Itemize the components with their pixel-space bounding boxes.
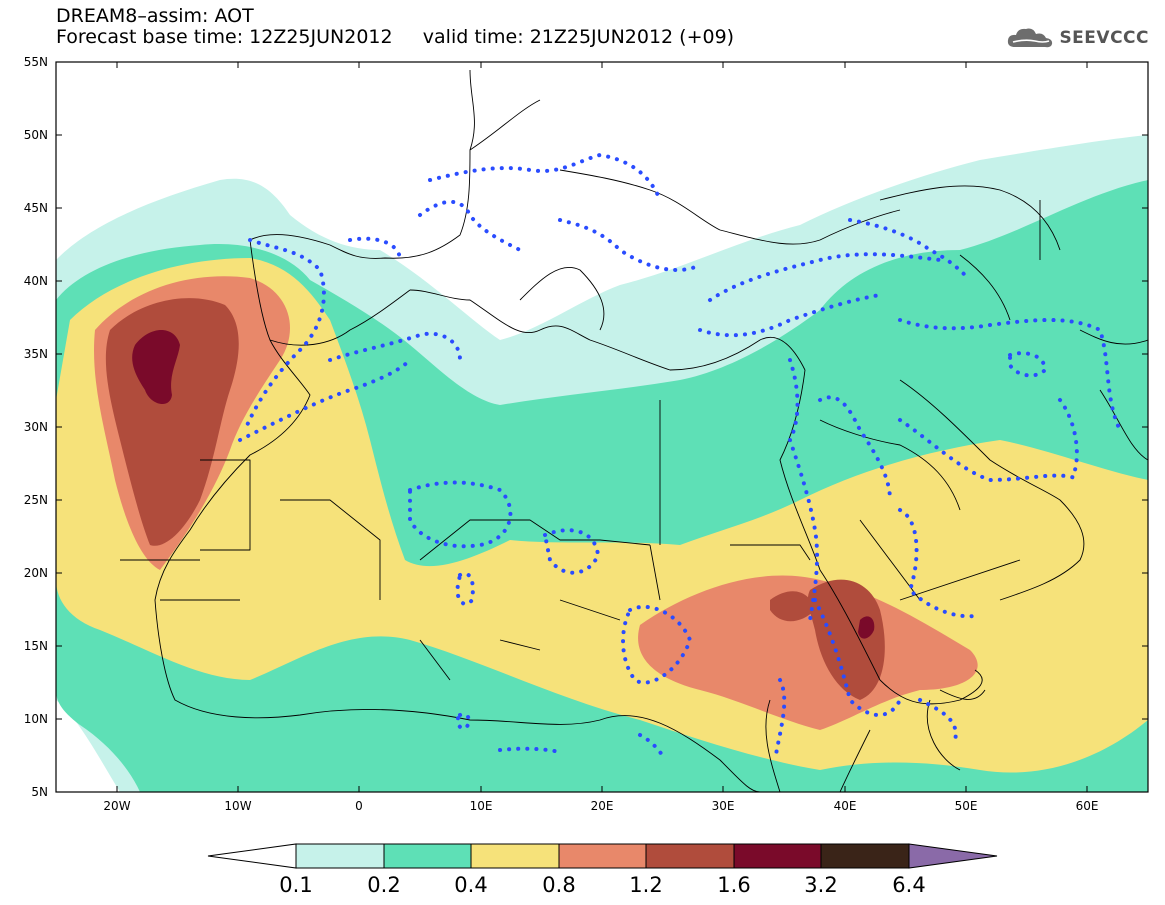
- colorbar-label-0.8: 0.8: [542, 873, 575, 897]
- colorbar-swatch-0.8-1.2: [558, 843, 647, 869]
- aot-filled-contours: [56, 135, 1148, 792]
- colorbar-label-3.2: 3.2: [804, 873, 837, 897]
- lat-label-15n: 15N: [24, 639, 48, 653]
- lon-label-30e: 30E: [712, 799, 735, 813]
- colorbar-swatch-1.6-3.2: [733, 843, 822, 869]
- cloud-icon: [1008, 28, 1053, 48]
- colorbar: [207, 843, 998, 869]
- lat-label-30n: 30N: [24, 420, 48, 434]
- colorbar-labels: 0.1 0.2 0.4 0.8 1.2 1.6 3.2 6.4: [279, 873, 925, 897]
- map-frame: [55, 61, 1149, 793]
- lat-label-10n: 10N: [24, 712, 48, 726]
- colorbar-over-triangle: [908, 843, 998, 869]
- dotted-contour-overlays: [238, 152, 1122, 762]
- colorbar-label-0.2: 0.2: [367, 873, 400, 897]
- colorbar-label-0.4: 0.4: [454, 873, 487, 897]
- seevccc-logo: SEEVCCC: [1005, 22, 1149, 54]
- aot-band-1.2-1.6: [105, 298, 885, 700]
- lat-label-45n: 45N: [24, 201, 48, 215]
- lon-label-20e: 20E: [591, 799, 614, 813]
- title-line-2: Forecast base time: 12Z25JUN2012 valid t…: [56, 26, 735, 48]
- lon-label-60e: 60E: [1076, 799, 1099, 813]
- colorbar-swatch-3.2-6.4: [820, 843, 910, 869]
- colorbar-swatch-0.1-0.2: [295, 843, 385, 869]
- title-line-1: DREAM8–assim: AOT: [56, 5, 254, 27]
- colorbar-swatch-0.4-0.8: [470, 843, 560, 869]
- map-title-block: DREAM8–assim: AOT Forecast base time: 12Z…: [56, 6, 734, 48]
- logo-text: SEEVCCC: [1059, 28, 1149, 48]
- lat-label-40n: 40N: [24, 274, 48, 288]
- lat-label-25n: 25N: [24, 493, 48, 507]
- lat-label-55n: 55N: [24, 55, 48, 69]
- latitude-labels: 55N 50N 45N 40N 35N 30N 25N 20N 15N 10N …: [24, 55, 48, 799]
- lon-label-40e: 40E: [834, 799, 857, 813]
- aot-band-0.8-1.2: [94, 276, 978, 730]
- colorbar-swatch-0.2-0.4: [383, 843, 472, 869]
- lat-label-35n: 35N: [24, 347, 48, 361]
- lat-label-20n: 20N: [24, 566, 48, 580]
- longitude-labels: 20W 10W 0 10E 20E 30E 40E 50E 60E: [103, 799, 1098, 813]
- colorbar-label-6.4: 6.4: [892, 873, 925, 897]
- colorbar-swatch-1.2-1.6: [645, 843, 735, 869]
- frame-ticks: [56, 61, 1148, 793]
- colorbar-label-1.6: 1.6: [717, 873, 750, 897]
- lon-label-50e: 50E: [955, 799, 978, 813]
- lon-label-10e: 10E: [470, 799, 493, 813]
- coastline-and-borders: [120, 69, 1148, 792]
- lon-label-20w: 20W: [103, 799, 130, 813]
- colorbar-under-triangle: [207, 843, 297, 869]
- lat-label-50n: 50N: [24, 128, 48, 142]
- lat-label-5n: 5N: [31, 785, 48, 799]
- lon-label-10w: 10W: [224, 799, 251, 813]
- colorbar-label-1.2: 1.2: [629, 873, 662, 897]
- lon-label-0: 0: [355, 799, 363, 813]
- colorbar-label-0.1: 0.1: [279, 873, 312, 897]
